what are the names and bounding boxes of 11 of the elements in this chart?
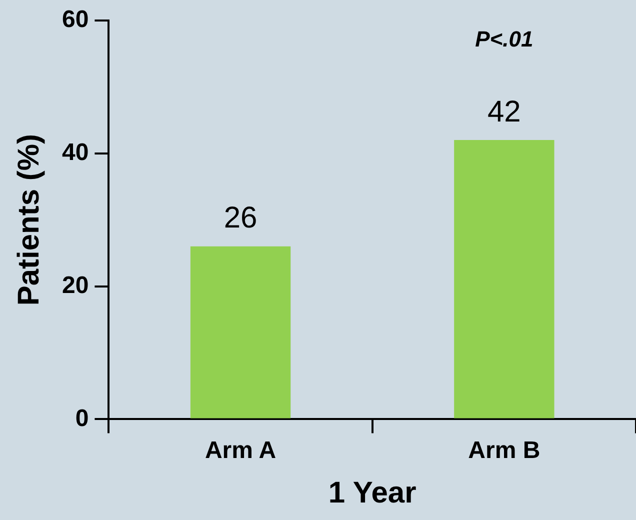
annotation: P<.01 <box>475 26 534 52</box>
data-label: 26 <box>224 202 258 235</box>
data-label: 42 <box>487 95 521 128</box>
y-tick-label: 40 <box>62 138 89 166</box>
y-axis-title: Patients (%) <box>12 134 46 306</box>
y-tick-label: 0 <box>75 404 89 432</box>
x-tick-label: Arm B <box>468 437 540 464</box>
y-tick-label: 60 <box>62 6 89 34</box>
x-axis-title: 1 Year <box>328 476 417 510</box>
y-tick-label: 20 <box>62 272 89 299</box>
x-tick-label: Arm A <box>204 437 276 464</box>
